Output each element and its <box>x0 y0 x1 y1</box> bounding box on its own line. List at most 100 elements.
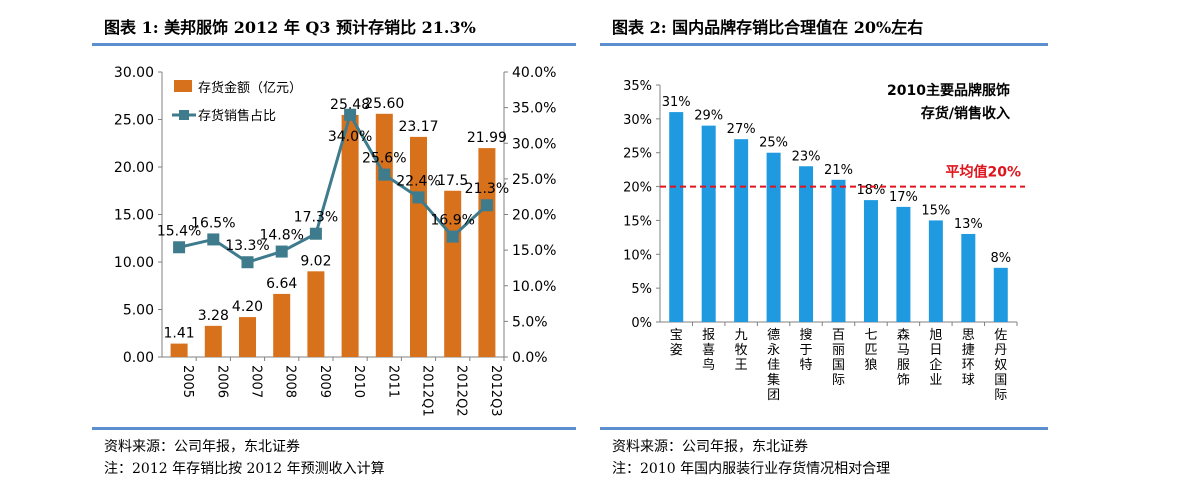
brand-bar-label: 13% <box>954 217 983 232</box>
brand-bar-label: 8% <box>990 251 1011 266</box>
ratio-marker <box>446 230 459 243</box>
brand-category-label: 搜于特 <box>800 328 813 373</box>
ratio-marker <box>378 168 391 181</box>
brand-bar <box>896 206 911 322</box>
brand-bar <box>863 200 878 322</box>
inventory-bar-label: 23.17 <box>398 119 438 135</box>
left-tick-label: 20.00 <box>114 160 154 176</box>
inventory-bar <box>239 317 256 357</box>
ratio-label: 25.6% <box>362 151 406 167</box>
ratio-marker <box>480 199 493 212</box>
left-tick-label: 30.00 <box>114 65 154 81</box>
right-top-rule <box>600 43 1048 46</box>
brand-category-label: 七匹狼 <box>864 328 877 373</box>
right-tick-label: 5.0% <box>512 314 548 330</box>
ratio-label: 13.3% <box>225 238 269 254</box>
inventory-bar-label: 1.41 <box>164 326 195 342</box>
left-tick-label: 10.00 <box>114 255 154 271</box>
legend-bar-swatch <box>174 80 192 92</box>
x-tick-label: 2011 <box>385 365 400 398</box>
x-tick-label: 2012Q3 <box>488 365 503 417</box>
ratio-marker <box>207 233 220 246</box>
brand-ratio-chart: 0%5%10%15%20%25%30%35%31%29%27%25%23%21%… <box>623 79 1025 403</box>
legend-line-label: 存货销售占比 <box>198 108 276 124</box>
x-tick-label: 2006 <box>214 365 229 398</box>
brand-bar-label: 15% <box>921 203 950 218</box>
left-tick-label: 0.00 <box>123 350 154 366</box>
x-tick-label: 2005 <box>180 365 195 398</box>
y-tick-label: 15% <box>623 214 652 229</box>
y-tick-label: 10% <box>623 248 652 263</box>
left-bottom-rule <box>92 427 576 430</box>
left-top-rule <box>92 43 576 46</box>
inventory-bar-label: 25.60 <box>364 96 404 112</box>
inventory-bar <box>307 271 325 357</box>
right-tick-label: 15.0% <box>512 243 556 259</box>
right-tick-label: 25.0% <box>512 172 556 188</box>
y-tick-label: 25% <box>623 147 652 162</box>
left-source-note: 资料来源：公司年报，东北证券 <box>104 439 300 455</box>
right-chart-title: 图表 2: 国内品牌存销比合理值在 20%左右 <box>612 18 924 37</box>
left-panel: 图表 1: 美邦服饰 2012 年 Q3 预计存销比 21.3% 0.00 5.0… <box>92 0 576 497</box>
brand-category-label: 九牧王 <box>735 328 748 373</box>
brand-category-label: 报喜鸟 <box>702 328 715 373</box>
inventory-chart: 0.00 5.00 10.00 15.00 20.00 25.00 30.00 0.0% 5.0… <box>114 65 557 417</box>
right-bottom-rule <box>600 427 1048 430</box>
ratio-marker <box>173 241 186 254</box>
ratio-label: 16.9% <box>430 213 474 229</box>
ratio-label: 34.0% <box>328 129 372 145</box>
right-footnote: 注：2010 年国内服装行业存货情况相对合理 <box>612 461 891 477</box>
x-tick-label: 2007 <box>249 365 264 398</box>
brand-bar-label: 25% <box>759 136 788 151</box>
right-tick-label: 30.0% <box>512 136 556 152</box>
y-tick-label: 5% <box>631 282 652 297</box>
left-tick-label: 5.00 <box>123 303 154 319</box>
y-tick-label: 0% <box>631 316 652 331</box>
brand-bar <box>831 179 846 322</box>
brand-bar-label: 18% <box>857 183 886 198</box>
inventory-bar-label: 17.5 <box>437 173 468 189</box>
brand-bar <box>766 152 781 322</box>
ratio-label: 16.5% <box>191 215 235 231</box>
inventory-bar-label: 9.02 <box>300 253 331 269</box>
inventory-bar-label: 21.99 <box>467 130 507 146</box>
brand-category-label: 旭日企业 <box>929 328 942 388</box>
inventory-bar <box>478 148 496 357</box>
average-reference-label: 平均值20% <box>945 164 1021 181</box>
brand-bar <box>701 125 716 322</box>
ratio-label: 22.4% <box>396 173 440 189</box>
inventory-bar <box>170 343 188 357</box>
y-tick-label: 35% <box>623 79 652 94</box>
brand-bar-label: 29% <box>694 109 723 124</box>
ratio-line <box>178 110 488 264</box>
x-tick-label: 2010 <box>351 365 366 398</box>
brand-bar-label: 17% <box>889 190 918 205</box>
brand-bar-label: 23% <box>792 149 821 164</box>
legend-bar-label: 存货金额（亿元） <box>198 80 302 96</box>
ratio-label: 21.3% <box>465 181 509 197</box>
inventory-bar-label: 4.20 <box>232 299 263 315</box>
brand-bar <box>734 139 749 322</box>
right-tick-label: 0.0% <box>512 350 548 366</box>
brand-category-label: 森马服饰 <box>897 328 910 388</box>
ratio-marker <box>241 256 254 269</box>
brand-bar-label: 27% <box>727 122 756 137</box>
y-tick-label: 20% <box>623 181 652 196</box>
inventory-bar-label: 25.48 <box>330 97 370 113</box>
brand-category-label: 思捷环球 <box>962 328 975 388</box>
inventory-bar <box>341 114 359 357</box>
right-tick-label: 10.0% <box>512 279 556 295</box>
right-tick-label: 20.0% <box>512 208 556 224</box>
inventory-bar-label: 6.64 <box>266 276 297 292</box>
brand-bar <box>961 233 976 322</box>
right-tick-label: 40.0% <box>512 65 556 81</box>
y-tick-label: 30% <box>623 113 652 128</box>
x-tick-label: 2012Q2 <box>454 365 469 417</box>
x-tick-label: 2009 <box>317 365 332 398</box>
chart-inner-subtitle: 存货/销售收入 <box>921 105 1010 122</box>
left-tick-label: 15.00 <box>114 208 154 224</box>
ratio-label: 17.3% <box>294 210 338 226</box>
brand-bar <box>993 267 1008 322</box>
brand-category-label: 佐丹奴国际 <box>994 328 1007 403</box>
ratio-marker <box>275 245 288 258</box>
